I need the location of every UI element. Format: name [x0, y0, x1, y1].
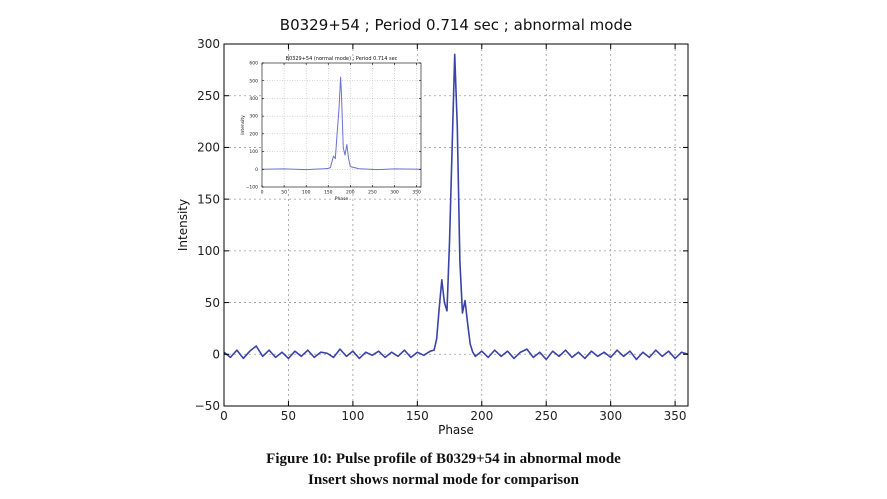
- main-y-tick-label: 200: [197, 141, 220, 155]
- main-y-tick-label: 100: [197, 244, 220, 258]
- inset-x-tick-label: 100: [302, 190, 311, 196]
- inset-x-tick-label: 250: [368, 190, 377, 196]
- main-x-tick-label: 150: [406, 409, 429, 423]
- inset-x-tick-label: 350: [412, 190, 421, 196]
- main-axes-frame: [223, 43, 689, 407]
- inset-plot-area: [262, 63, 421, 187]
- main-y-axis-label: Intensity: [176, 199, 190, 251]
- main-x-tick-label: 100: [341, 409, 364, 423]
- inset-y-tick-label: 300: [249, 114, 258, 120]
- inset-series-line-0: [261, 76, 422, 171]
- main-x-tick-label: 50: [281, 409, 296, 423]
- main-x-tick-label: 200: [470, 409, 493, 423]
- main-y-tick-label: 300: [197, 37, 220, 51]
- main-series-line-0: [223, 53, 689, 361]
- main-y-tick-label: 50: [205, 296, 220, 310]
- inset-x-tick-label: 0: [261, 190, 264, 196]
- figure-caption-line-1: Figure 10: Pulse profile of B0329+54 in …: [266, 451, 621, 467]
- inset-y-axis-label: Intensity: [240, 115, 246, 135]
- inset-y-tick-label: −100: [246, 185, 258, 191]
- inset-y-tick-label: 600: [249, 61, 258, 67]
- figure-caption-line-2: Insert shows normal mode for comparison: [308, 472, 579, 488]
- inset-axes-frame: [261, 62, 422, 188]
- inset-x-tick-label: 150: [324, 190, 333, 196]
- main-y-tick-label: 250: [197, 89, 220, 103]
- inset-chart-title: B0329+54 (normal mode) ; Period 0.714 se…: [286, 56, 398, 62]
- inset-y-tick-label: 100: [249, 149, 258, 155]
- main-x-tick-label: 350: [664, 409, 687, 423]
- inset-x-tick-label: 200: [346, 190, 355, 196]
- inset-y-tick-label: 500: [249, 78, 258, 84]
- inset-y-tick-label: 400: [249, 96, 258, 102]
- main-y-tick-label: −50: [195, 399, 220, 413]
- inset-x-tick-label: 50: [281, 190, 287, 196]
- main-x-tick-label: 250: [535, 409, 558, 423]
- inset-y-tick-label: 0: [255, 167, 258, 173]
- main-y-tick-label: 0: [212, 347, 220, 361]
- main-x-axis-label: Phase: [438, 423, 474, 437]
- main-x-tick-label: 300: [599, 409, 622, 423]
- inset-x-tick-label: 300: [390, 190, 399, 196]
- main-chart-title: B0329+54 ; Period 0.714 sec ; abnormal m…: [280, 16, 632, 34]
- inset-y-tick-label: 200: [249, 131, 258, 137]
- main-x-tick-label: 0: [220, 409, 228, 423]
- inset-x-axis-label: Phase: [335, 196, 349, 202]
- main-y-tick-label: 150: [197, 192, 220, 206]
